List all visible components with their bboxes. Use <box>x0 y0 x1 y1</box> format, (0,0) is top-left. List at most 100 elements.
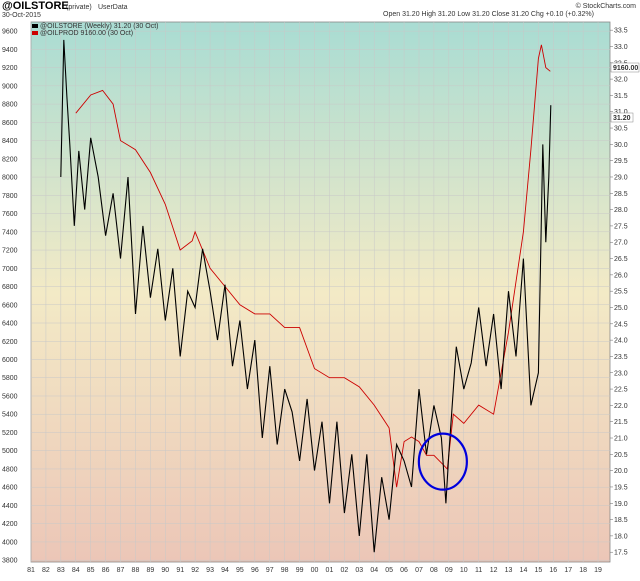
x-tick-label: 04 <box>370 567 378 574</box>
x-tick-label: 07 <box>415 567 423 574</box>
left-tick-label: 8400 <box>2 138 18 145</box>
x-tick-label: 89 <box>146 567 154 574</box>
x-tick-label: 11 <box>475 567 482 574</box>
left-tick-label: 6400 <box>2 321 18 328</box>
left-axis: 3800 4000 4200 4400 4600 4800 5000 5200 5400 5600… <box>2 29 18 565</box>
x-tick-label: 83 <box>57 567 65 574</box>
last-value-tag-oilstore-bg <box>610 112 634 123</box>
last-value-tag-oilprod: 9160.00 <box>613 65 638 72</box>
right-tick-label: 33.0 <box>614 44 628 51</box>
x-tick-label: 18 <box>579 567 587 574</box>
x-tick-label: 95 <box>236 567 244 574</box>
right-tick-label: 18.0 <box>614 533 628 540</box>
x-tick-label: 93 <box>206 567 214 574</box>
left-tick-label: 7400 <box>2 229 18 236</box>
left-tick-label: 7000 <box>2 266 18 273</box>
left-tick-label: 4200 <box>2 521 18 528</box>
last-value-tag-oilstore: 31.20 <box>613 115 631 122</box>
x-tick-label: 97 <box>266 567 274 574</box>
right-axis: 17.5 18.0 18.5 19.0 19.5 20.0 20.5 21.0 21.5 22.0… <box>610 28 628 557</box>
series-oilstore-line <box>60 39 552 553</box>
chart-date: 30-Oct-2015 <box>2 12 41 19</box>
grid-lines <box>30 22 610 562</box>
x-tick-label: 86 <box>102 567 110 574</box>
plot-background <box>30 21 611 563</box>
quote-line: Open 31.20 High 31.20 Low 31.20 Close 31… <box>383 11 594 18</box>
x-tick-label: 06 <box>400 567 408 574</box>
x-tick-label: 82 <box>42 567 50 574</box>
x-tick-label: 91 <box>176 567 184 574</box>
legend-oilstore: @OILSTORE (Weekly) 31.20 (30 Oct) <box>40 23 159 30</box>
left-tick-label: 5800 <box>2 375 18 382</box>
right-tick-label: 22.5 <box>614 387 628 394</box>
left-tick-label: 7600 <box>2 211 18 218</box>
x-tick-label: 19 <box>594 567 602 574</box>
x-tick-label: 96 <box>251 567 259 574</box>
right-tick-label: 33.5 <box>614 28 628 35</box>
left-tick-label: 3800 <box>2 558 18 565</box>
x-tick-label: 16 <box>549 567 557 574</box>
left-tick-label: 6600 <box>2 302 18 309</box>
left-tick-label: 7200 <box>2 248 18 255</box>
x-tick-label: 09 <box>445 567 453 574</box>
x-tick-label: 14 <box>520 567 528 574</box>
x-tick-label: 84 <box>72 567 80 574</box>
left-tick-label: 4400 <box>2 503 18 510</box>
right-tick-label: 30.5 <box>614 126 628 133</box>
x-tick-label: 87 <box>117 567 125 574</box>
left-tick-label: 5400 <box>2 412 18 419</box>
x-tick-label: 85 <box>87 567 95 574</box>
right-tick-label: 22.0 <box>614 403 628 410</box>
left-tick-label: 4000 <box>2 539 18 546</box>
right-tick-label: 31.0 <box>614 109 628 116</box>
right-tick-label: 25.0 <box>614 305 628 312</box>
left-tick-label: 8600 <box>2 120 18 127</box>
right-tick-label: 25.5 <box>614 289 628 296</box>
right-tick-label: 27.0 <box>614 240 628 247</box>
left-tick-label: 5600 <box>2 393 18 400</box>
x-tick-label: 88 <box>132 567 140 574</box>
right-tick-label: 32.0 <box>614 77 628 84</box>
x-tick-label: 10 <box>460 567 468 574</box>
left-tick-label: 8800 <box>2 102 18 109</box>
right-tick-label: 21.0 <box>614 436 628 443</box>
source-label: UserData <box>98 4 128 11</box>
left-tick-label: 8000 <box>2 175 18 182</box>
chart-symbol: @OILSTORE <box>2 0 69 12</box>
left-tick-label: 9000 <box>2 83 18 90</box>
series-oilprod-line <box>75 44 551 488</box>
x-tick-label: 00 <box>311 567 319 574</box>
right-tick-label: 29.5 <box>614 158 628 165</box>
left-tick-label: 5200 <box>2 430 18 437</box>
last-value-tag-oilprod-bg <box>610 62 640 73</box>
x-tick-label: 02 <box>340 567 348 574</box>
legend-swatch-oilstore <box>32 24 38 28</box>
x-tick-label: 01 <box>326 567 334 574</box>
left-tick-label: 4800 <box>2 466 18 473</box>
left-tick-label: 9200 <box>2 65 18 72</box>
right-tick-label: 29.0 <box>614 174 628 181</box>
right-tick-label: 17.5 <box>614 550 628 557</box>
right-tick-label: 26.0 <box>614 272 628 279</box>
right-tick-label: 31.5 <box>614 93 628 100</box>
x-tick-label: 81 <box>27 567 35 574</box>
left-tick-label: 6800 <box>2 284 18 291</box>
x-tick-label: 99 <box>296 567 304 574</box>
right-tick-label: 19.5 <box>614 484 628 491</box>
x-tick-label: 15 <box>534 567 542 574</box>
left-tick-label: 6200 <box>2 339 18 346</box>
x-axis: 81 82 83 84 85 86 87 88 89 90 91 92 93 94 95 96 97 98 99 00… <box>27 567 602 574</box>
x-tick-label: 03 <box>355 567 363 574</box>
right-tick-label: 28.5 <box>614 191 628 198</box>
right-tick-label: 24.0 <box>614 338 628 345</box>
x-tick-label: 05 <box>385 567 393 574</box>
right-tick-label: 20.0 <box>614 468 628 475</box>
right-tick-label: 27.5 <box>614 223 628 230</box>
left-tick-label: 9600 <box>2 29 18 36</box>
right-tick-label: 23.0 <box>614 370 628 377</box>
right-tick-label: 18.5 <box>614 517 628 524</box>
x-tick-label: 17 <box>564 567 572 574</box>
right-tick-label: 19.0 <box>614 501 628 508</box>
left-tick-label: 4600 <box>2 485 18 492</box>
